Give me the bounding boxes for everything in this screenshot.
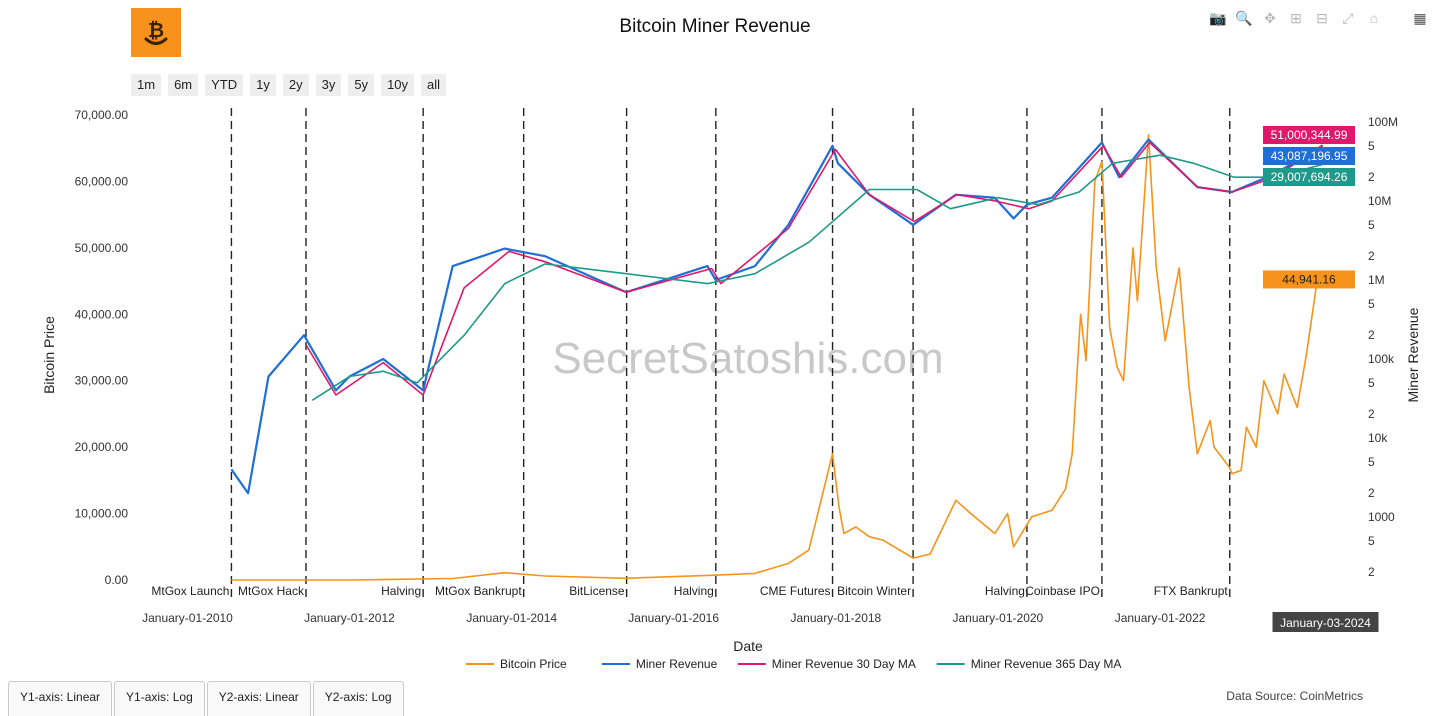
x-tick-label: January-01-2022 [1115,611,1206,625]
autoscale-icon[interactable]: ⤢ [1342,9,1354,26]
end-value-box [1263,147,1355,165]
zoom-out-icon[interactable]: ⊟ [1316,9,1328,26]
svg-text:₿: ₿ [148,20,164,42]
x-tick-label: January-01-2020 [952,611,1043,625]
camera-icon[interactable]: 📷 [1209,9,1227,26]
range-button-all[interactable]: all [421,74,447,96]
tab-y1-axis-log[interactable]: Y1-axis: Log [114,681,205,716]
y-tick-label: 40,000.00 [75,307,129,321]
legend-label: Miner Revenue 30 Day MA [772,657,916,671]
tab-y2-axis-linear[interactable]: Y2-axis: Linear [206,681,311,716]
legend-label: Miner Revenue 365 Day MA [971,657,1122,671]
home-icon[interactable]: ⌂ [1369,10,1379,26]
legend-label: Bitcoin Price [500,657,567,671]
end-value-label: 43,087,196.95 [1271,149,1348,163]
pan-icon[interactable]: ✥ [1264,9,1276,26]
range-button-3y[interactable]: 3y [315,74,342,96]
y-tick-label: 60,000.00 [75,174,129,188]
y2-tick-label: 2 [1368,328,1375,342]
y2-tick-label: 2 [1368,170,1375,184]
y2-tick-label: 100k [1368,352,1395,366]
event-label: Halving [381,584,421,598]
range-button-6m[interactable]: 6m [168,74,199,96]
range-button-2y[interactable]: 2y [282,74,309,96]
x-tick-label: January-01-2018 [791,611,882,625]
range-selector: 1m 6m YTD 1y 2y 3y 5y 10y all [131,74,447,96]
hover-date-label: January-03-2024 [1280,616,1371,630]
range-button-10y[interactable]: 10y [381,74,415,96]
y2-tick-label: 5 [1368,218,1375,232]
range-button-ytd[interactable]: YTD [205,74,244,96]
axis-scale-tabs: Y1-axis: Linear Y1-axis: Log Y2-axis: Line… [8,681,404,716]
y2-axis-title: Miner Revenue [1405,307,1421,402]
x-axis-title: Date [733,638,763,654]
x-tick-label: January-01-2014 [466,611,557,625]
y2-tick-label: 2 [1368,407,1375,421]
y2-tick-label: 10k [1368,431,1388,445]
watermark: SecretSatoshis.com [552,334,943,383]
tab-y2-axis-log[interactable]: Y2-axis: Log [312,681,404,716]
event-label: Halving [985,584,1025,598]
y2-tick-label: 5 [1368,534,1375,548]
bitcoin-smile-icon: ₿ [144,20,168,45]
event-label: FTX Bankrupt [1154,584,1229,598]
y2-tick-label: 1M [1368,273,1385,287]
x-tick-label: January-01-2010 [142,611,233,625]
tab-y1-axis-linear[interactable]: Y1-axis: Linear [8,681,113,716]
y2-tick-label: 10M [1368,194,1391,208]
end-value-box [1263,270,1355,289]
series-line-miner-revenue-365-day-ma [311,154,1323,401]
series-line-miner-revenue-30-day-ma [305,141,1323,396]
y-tick-label: 70,000.00 [75,108,129,122]
end-value-label: 29,007,694.26 [1271,170,1348,184]
zoom-in-icon[interactable]: ⊞ [1290,9,1302,26]
event-label: Coinbase IPO [1025,584,1100,598]
y2-tick-label: 100M [1368,115,1398,129]
zoom-icon[interactable]: 🔍 [1235,9,1253,26]
event-label: MtGox Bankrupt [435,584,522,598]
end-value-box [1263,126,1355,144]
modebar: 📷 🔍 ✥ ⊞ ⊟ ⤢ ⌂ ▦ [1205,9,1433,27]
plotly-logo-icon[interactable]: ▦ [1413,9,1427,26]
y2-tick-label: 5 [1368,297,1375,311]
end-value-label: 51,000,344.99 [1271,128,1348,142]
end-value-label: 44,941.16 [1282,272,1336,286]
event-label: BitLicense [569,584,625,598]
bitcoin-logo[interactable]: ₿ [131,8,181,57]
y-tick-label: 50,000.00 [75,241,129,255]
event-label: CME Futures [760,584,831,598]
y2-tick-label: 5 [1368,455,1375,469]
x-tick-label: January-01-2012 [304,611,395,625]
x-tick-label: January-01-2016 [628,611,719,625]
event-label: Bitcoin Winter [837,584,911,598]
chart-area[interactable]: SecretSatoshis.com 0.00 10,000.00 20,000.00… [0,0,1456,680]
y2-tick-label: 2 [1368,565,1375,579]
event-label: MtGox Hack [238,584,305,598]
hover-date-box [1272,612,1379,632]
chart-title: Bitcoin Miner Revenue [619,16,811,37]
y-tick-label: 20,000.00 [75,440,129,454]
series-line-miner-revenue [230,138,1324,495]
event-label: Halving [674,584,714,598]
y2-tick-label: 5 [1368,139,1375,153]
y2-tick-label: 2 [1368,486,1375,500]
y-tick-label: 0.00 [105,573,129,587]
range-button-1m[interactable]: 1m [131,74,162,96]
series-line-bitcoin-price [231,134,1324,581]
y2-tick-label: 1000 [1368,510,1395,524]
y2-tick-label: 2 [1368,249,1375,263]
range-button-1y[interactable]: 1y [250,74,276,96]
event-label: MtGox Launch [151,584,229,598]
end-value-box [1263,168,1355,186]
data-source-note: Data Source: CoinMetrics [1226,689,1363,703]
legend-label: Miner Revenue [636,657,718,671]
y2-tick-label: 5 [1368,376,1375,390]
y-tick-label: 10,000.00 [75,507,129,521]
y-tick-label: 30,000.00 [75,374,129,388]
range-button-5y[interactable]: 5y [348,74,375,96]
y-axis-title: Bitcoin Price [41,316,57,394]
